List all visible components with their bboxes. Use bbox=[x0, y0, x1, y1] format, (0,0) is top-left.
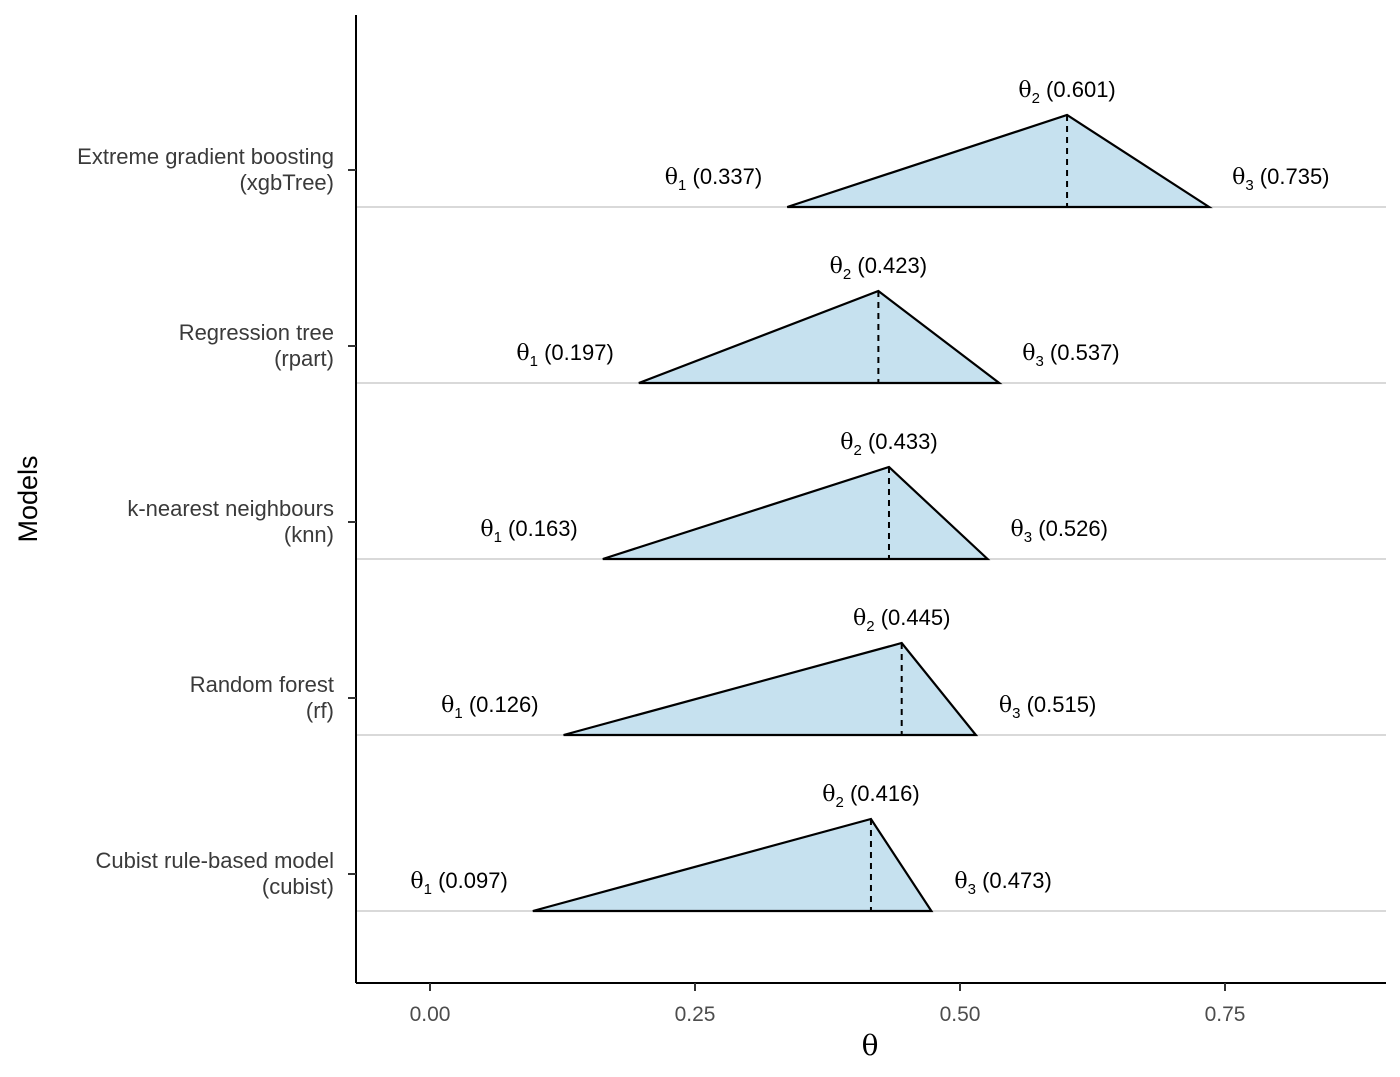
y-labels-layer: Extreme gradient boosting(xgbTree) Regres… bbox=[77, 144, 356, 899]
theta1-label: θ1 (0.197) bbox=[516, 340, 613, 370]
theta3-label: θ3 (0.735) bbox=[1232, 164, 1329, 194]
distribution-triangle bbox=[532, 817, 934, 913]
x-axis-title: θ bbox=[862, 1029, 879, 1062]
theta1-label: θ1 (0.337) bbox=[665, 164, 762, 194]
theta2-label: θ2 (0.601) bbox=[1018, 77, 1115, 107]
theta2-label: θ2 (0.423) bbox=[830, 253, 927, 283]
x-tick-label: 0.75 bbox=[1205, 1003, 1246, 1026]
model-name-label: Random forest bbox=[190, 672, 334, 697]
x-tick-label: 0.25 bbox=[675, 1003, 716, 1026]
triangles-layer bbox=[532, 113, 1213, 913]
x-ticks-layer: 0.00 0.25 0.50 0.75 bbox=[410, 983, 1246, 1026]
distribution-triangle bbox=[638, 289, 1003, 385]
distribution-triangle bbox=[602, 465, 991, 561]
model-code-label: (xgbTree) bbox=[239, 170, 334, 195]
model-name-label: Extreme gradient boosting bbox=[77, 144, 334, 169]
y-axis-title: Models bbox=[13, 455, 43, 542]
model-name-label: Regression tree bbox=[179, 320, 334, 345]
theta3-label: θ3 (0.473) bbox=[954, 868, 1051, 898]
axes-layer bbox=[355, 15, 1386, 984]
distribution-triangle bbox=[563, 641, 979, 737]
theta3-label: θ3 (0.526) bbox=[1011, 516, 1108, 546]
model-name-label: Cubist rule-based model bbox=[96, 848, 334, 873]
theta3-label: θ3 (0.537) bbox=[1022, 340, 1119, 370]
theta1-label: θ1 (0.126) bbox=[441, 692, 538, 722]
distribution-triangle bbox=[786, 113, 1213, 209]
model-name-label: k-nearest neighbours bbox=[127, 496, 334, 521]
x-tick-label: 0.50 bbox=[940, 1003, 981, 1026]
model-code-label: (rpart) bbox=[274, 346, 334, 371]
model-code-label: (rf) bbox=[306, 698, 334, 723]
theta2-label: θ2 (0.433) bbox=[840, 429, 937, 459]
theta1-label: θ1 (0.163) bbox=[480, 516, 577, 546]
model-code-label: (knn) bbox=[284, 522, 334, 547]
theta3-label: θ3 (0.515) bbox=[999, 692, 1096, 722]
model-code-label: (cubist) bbox=[262, 874, 334, 899]
theta1-label: θ1 (0.097) bbox=[410, 868, 507, 898]
x-tick-label: 0.00 bbox=[410, 1003, 451, 1026]
annotations-layer: θ1 (0.337) θ2 (0.601) θ3 (0.735) θ1 (0.197)… bbox=[410, 77, 1329, 898]
theta2-label: θ2 (0.445) bbox=[853, 605, 950, 635]
theta2-label: θ2 (0.416) bbox=[822, 781, 919, 811]
